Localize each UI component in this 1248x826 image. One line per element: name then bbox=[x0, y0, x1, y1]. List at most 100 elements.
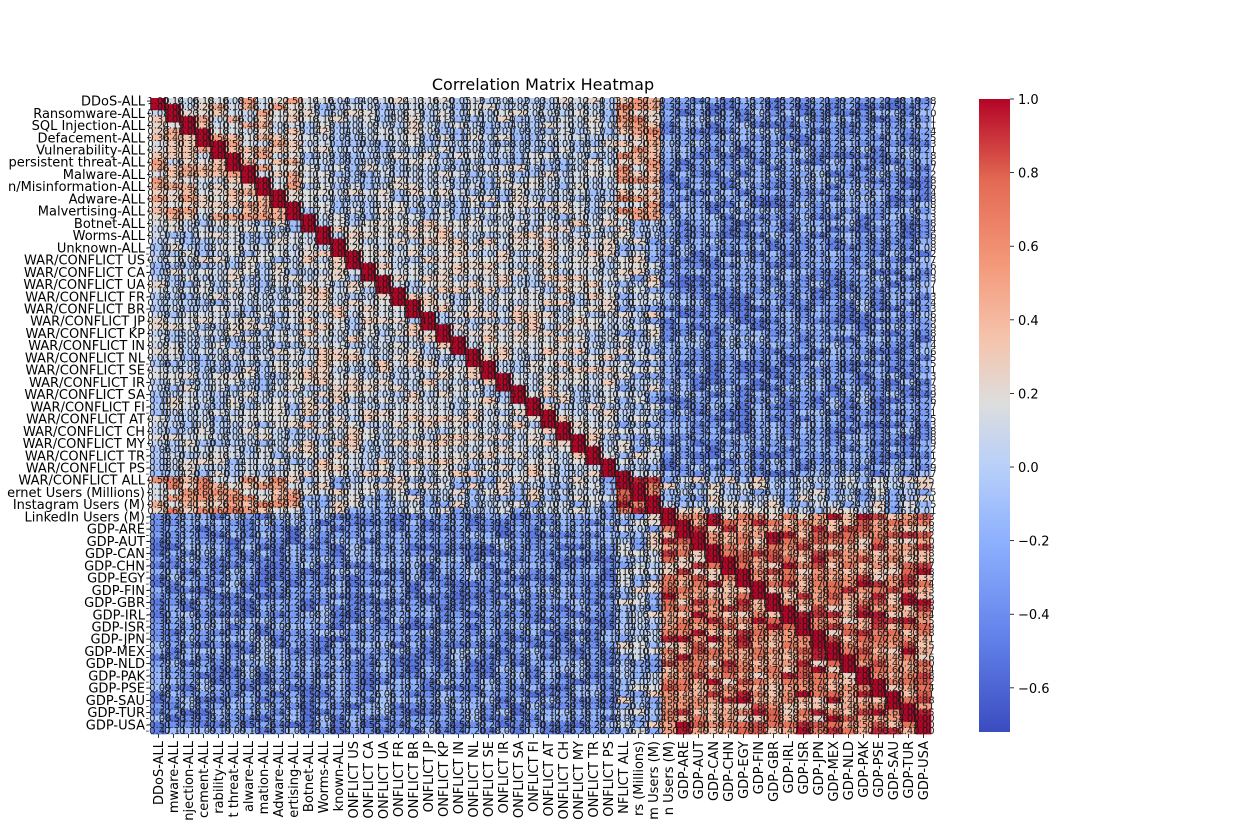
heatmap-cell bbox=[646, 110, 662, 117]
heatmap-cell bbox=[826, 110, 842, 117]
heatmap-cell bbox=[511, 110, 527, 117]
heatmap-cell bbox=[526, 98, 542, 105]
heatmap-cell bbox=[181, 98, 197, 105]
heatmap-cell bbox=[226, 98, 242, 105]
heatmap-cell bbox=[391, 104, 407, 111]
heatmap-cell bbox=[841, 110, 857, 117]
heatmap-cell bbox=[436, 98, 452, 105]
heatmap-cell bbox=[781, 104, 797, 111]
heatmap-cell bbox=[331, 98, 347, 105]
heatmap-cell bbox=[346, 98, 362, 105]
heatmap-cell bbox=[781, 98, 797, 105]
heatmap-cell bbox=[661, 110, 677, 117]
heatmap-cell bbox=[211, 116, 227, 123]
heatmap-cell bbox=[181, 104, 197, 111]
heatmap-cell bbox=[346, 104, 362, 111]
heatmap-cell bbox=[886, 104, 902, 111]
heatmap-cell bbox=[856, 110, 872, 117]
heatmap-cell bbox=[226, 110, 242, 117]
heatmap-cell bbox=[601, 98, 617, 105]
heatmap-cell bbox=[556, 104, 572, 111]
heatmap-cell bbox=[151, 104, 167, 111]
heatmap-cell bbox=[826, 104, 842, 111]
heatmap-cell bbox=[736, 116, 752, 123]
heatmap-cell bbox=[316, 110, 332, 117]
heatmap-cell bbox=[586, 104, 602, 111]
heatmap-cell bbox=[211, 110, 227, 117]
heatmap-cell bbox=[571, 116, 587, 123]
heatmap-cell bbox=[421, 104, 437, 111]
heatmap-cell bbox=[256, 110, 272, 117]
heatmap-cell bbox=[646, 104, 662, 111]
heatmap-cell bbox=[316, 104, 332, 111]
heatmap-cell bbox=[871, 110, 887, 117]
heatmap-cell bbox=[421, 98, 437, 105]
heatmap-cell bbox=[301, 116, 317, 123]
heatmap-cell bbox=[496, 98, 512, 105]
heatmap-cell bbox=[151, 110, 167, 117]
heatmap-cell bbox=[856, 98, 872, 105]
heatmap-cell bbox=[586, 110, 602, 117]
heatmap-cell bbox=[556, 98, 572, 105]
heatmap-cell bbox=[586, 116, 602, 123]
heatmap-cell bbox=[166, 104, 182, 111]
heatmap-cell bbox=[496, 110, 512, 117]
heatmap-cell bbox=[631, 98, 647, 105]
heatmap-cell bbox=[631, 104, 647, 111]
heatmap-cell bbox=[451, 116, 467, 123]
heatmap-cell bbox=[466, 110, 482, 117]
heatmap-cell bbox=[451, 98, 467, 105]
heatmap-cell bbox=[406, 104, 422, 111]
heatmap-cell bbox=[511, 104, 527, 111]
heatmap-cell bbox=[676, 98, 692, 105]
heatmap-cell bbox=[166, 98, 182, 105]
heatmap-cell bbox=[256, 116, 272, 123]
heatmap-cell bbox=[796, 104, 812, 111]
heatmap-cell bbox=[631, 110, 647, 117]
heatmap-cell bbox=[646, 116, 662, 123]
heatmap-cell bbox=[286, 110, 302, 117]
heatmap-cell bbox=[466, 104, 482, 111]
heatmap-cell bbox=[676, 116, 692, 123]
heatmap-cell bbox=[601, 110, 617, 117]
heatmap-cell bbox=[181, 116, 197, 123]
heatmap-cell bbox=[901, 98, 917, 105]
heatmap-cell bbox=[901, 104, 917, 111]
heatmap-cell bbox=[766, 98, 782, 105]
heatmap-cell bbox=[706, 104, 722, 111]
heatmap-cell bbox=[541, 116, 557, 123]
heatmap-cell bbox=[166, 110, 182, 117]
heatmap-cell bbox=[541, 98, 557, 105]
heatmap-cell bbox=[481, 98, 497, 105]
heatmap-cell bbox=[496, 116, 512, 123]
heatmap-cell bbox=[316, 98, 332, 105]
heatmap-cell bbox=[916, 98, 932, 105]
heatmap-cell bbox=[676, 110, 692, 117]
heatmap-cell bbox=[856, 104, 872, 111]
heatmap-cell bbox=[841, 104, 857, 111]
heatmap-cell bbox=[241, 104, 257, 111]
heatmap-cell bbox=[736, 104, 752, 111]
heatmap-cell bbox=[736, 110, 752, 117]
heatmap-cell bbox=[751, 98, 767, 105]
heatmap-cell bbox=[496, 104, 512, 111]
heatmap-cell bbox=[391, 110, 407, 117]
heatmap-cell bbox=[616, 116, 632, 123]
heatmap-cell bbox=[661, 98, 677, 105]
heatmap-cell bbox=[916, 104, 932, 111]
heatmap-cell bbox=[241, 110, 257, 117]
heatmap-cell bbox=[511, 116, 527, 123]
heatmap-cell bbox=[286, 104, 302, 111]
heatmap-cell bbox=[601, 104, 617, 111]
heatmap-cell bbox=[601, 116, 617, 123]
heatmap-cell bbox=[436, 110, 452, 117]
heatmap-cell bbox=[571, 110, 587, 117]
heatmap-cell bbox=[376, 98, 392, 105]
heatmap-cell bbox=[151, 98, 167, 105]
heatmap-cell bbox=[616, 110, 632, 117]
heatmap-cell bbox=[406, 116, 422, 123]
heatmap-cell bbox=[286, 98, 302, 105]
heatmap-cell bbox=[421, 116, 437, 123]
heatmap-cell bbox=[571, 104, 587, 111]
heatmap-cell bbox=[271, 98, 287, 105]
